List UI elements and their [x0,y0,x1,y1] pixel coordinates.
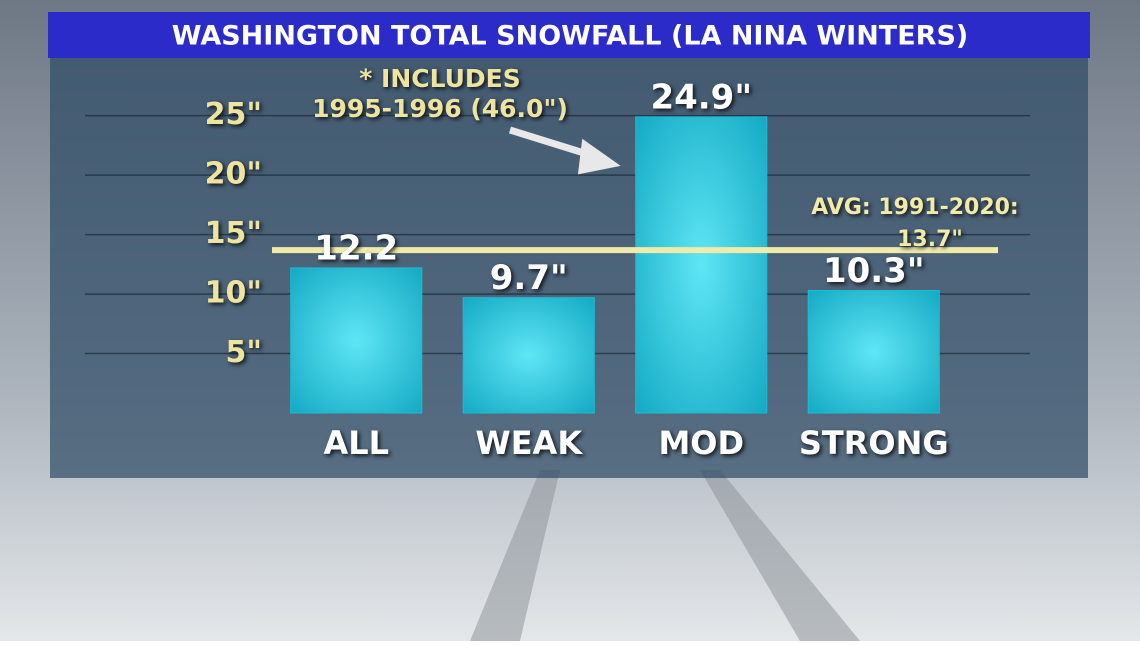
y-tick-label: 25" [205,97,262,132]
y-tick-label: 20" [205,157,262,192]
tire-tracks [470,470,860,641]
value-label: 10.3" [823,251,925,291]
x-tick-label: MOD [658,424,744,462]
chart-title: WASHINGTON TOTAL SNOWFALL (LA NINA WINTE… [172,21,968,52]
marks [290,116,940,414]
annotation: * INCLUDES [359,64,521,93]
y-tick-label: 10" [205,276,262,311]
value-label: 12.2 [314,228,398,268]
x-tick-label: STRONG [799,424,949,462]
x-tick-label: ALL [323,424,389,462]
bar [635,116,768,414]
reference-label: AVG: 1991-2020: [811,195,1018,220]
bar [290,267,423,414]
value-label: 24.9" [650,77,752,117]
title-bar [48,12,1090,58]
bar [462,297,595,414]
y-tick-label: 15" [205,216,262,251]
x-tick-label: WEAK [475,424,583,462]
annotation-arrow [508,126,621,175]
y-tick-label: 5" [225,335,262,370]
reference-label: 13.7" [897,227,963,252]
bar [807,290,940,414]
annotation: 1995-1996 (46.0") [312,94,568,123]
value-label: 9.7" [490,258,568,298]
